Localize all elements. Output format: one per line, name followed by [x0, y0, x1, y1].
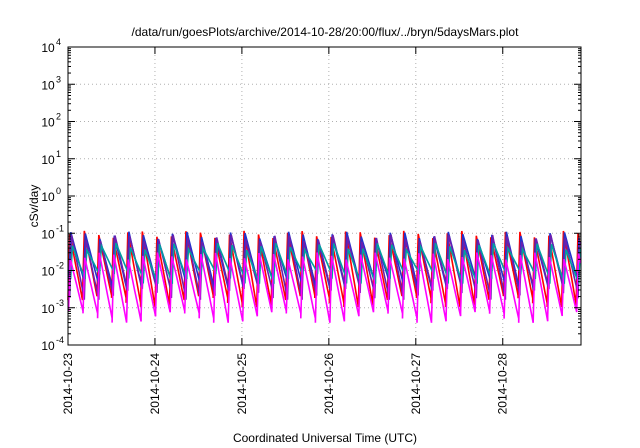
series-line-4: [67, 252, 582, 323]
y-tick-exponent: -3: [56, 298, 64, 308]
y-tick-label: 10: [41, 78, 55, 92]
y-tick-exponent: 3: [56, 74, 61, 84]
x-axis-label: Coordinated Universal Time (UTC): [233, 431, 417, 445]
y-tick-label: 10: [41, 153, 55, 167]
y-tick-exponent: 2: [56, 112, 61, 122]
y-tick-exponent: 1: [56, 149, 61, 159]
x-tick-label: 2014-10-23: [61, 353, 75, 415]
y-tick-exponent: 4: [56, 37, 61, 47]
y-tick-label: 10: [41, 265, 55, 279]
y-tick-label: 10: [41, 339, 55, 353]
y-axis-label: cSv/day: [27, 185, 41, 228]
y-tick-label: 10: [41, 116, 55, 130]
x-tick-label: 2014-10-25: [235, 353, 249, 415]
y-tick-exponent: -4: [56, 335, 64, 345]
y-tick-label: 10: [41, 190, 55, 204]
y-tick-label: 10: [41, 41, 55, 55]
x-axis: 2014-10-23 2014-10-24 2014-10-25 2014-10-26…: [61, 47, 510, 414]
chart-title: /data/run/goesPlots/archive/2014-10-28/2…: [132, 25, 520, 39]
x-tick-label: 2014-10-26: [322, 353, 336, 415]
x-tick-label: 2014-10-24: [148, 353, 162, 415]
series-group: [67, 230, 582, 323]
x-tick-label: 2014-10-28: [496, 353, 510, 415]
y-tick-exponent: -2: [56, 261, 64, 271]
x-tick-label: 2014-10-27: [409, 353, 423, 415]
y-tick-exponent: -1: [56, 223, 64, 233]
y-tick-label: 10: [41, 302, 55, 316]
y-tick-label: 10: [41, 227, 55, 241]
y-tick-exponent: 0: [56, 186, 61, 196]
